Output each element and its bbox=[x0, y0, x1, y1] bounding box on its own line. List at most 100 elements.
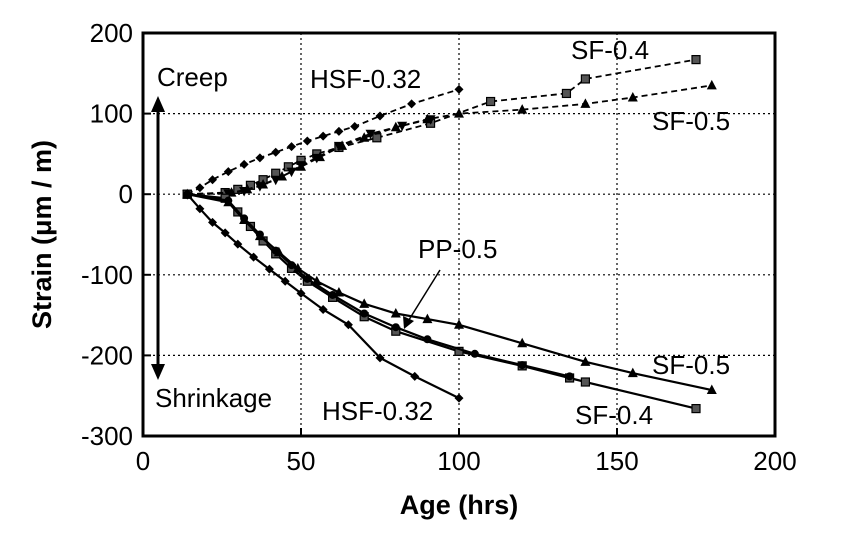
data-point bbox=[239, 214, 250, 224]
data-point bbox=[454, 346, 464, 356]
shrinkage-label: Shrinkage bbox=[155, 383, 272, 413]
data-point bbox=[375, 111, 385, 121]
data-point bbox=[318, 304, 328, 314]
x-axis-label: Age (hrs) bbox=[400, 490, 519, 520]
data-point bbox=[627, 91, 638, 102]
data-point bbox=[372, 133, 382, 143]
y-tick-label: 0 bbox=[119, 179, 133, 209]
data-point bbox=[580, 377, 591, 387]
data-point bbox=[264, 264, 274, 274]
series-creep-diamond bbox=[182, 84, 464, 199]
arrow-head-down bbox=[151, 364, 165, 380]
y-tick-label: -200 bbox=[81, 340, 133, 370]
hsf-creep-label: HSF-0.32 bbox=[310, 64, 421, 94]
series-layer bbox=[182, 54, 717, 414]
data-point bbox=[422, 113, 433, 124]
data-point bbox=[486, 96, 496, 107]
data-point bbox=[454, 319, 464, 329]
data-point bbox=[580, 74, 591, 84]
pp-pointer-head bbox=[403, 316, 414, 329]
data-point bbox=[580, 98, 591, 108]
plot-frame bbox=[141, 31, 777, 438]
data-point bbox=[565, 372, 574, 381]
x-tick-label: 50 bbox=[287, 446, 316, 476]
data-point bbox=[296, 288, 306, 298]
sf05-shrinkage-label: SF-0.5 bbox=[652, 350, 730, 380]
data-point bbox=[422, 313, 433, 324]
creep-label: Creep bbox=[157, 62, 228, 92]
data-point bbox=[249, 252, 259, 262]
data-point bbox=[182, 188, 193, 199]
series-line bbox=[186, 193, 460, 400]
data-point bbox=[239, 159, 249, 169]
data-point bbox=[311, 275, 322, 286]
series-creep-triangle bbox=[182, 79, 717, 199]
data-point bbox=[255, 153, 265, 163]
data-point bbox=[314, 151, 325, 162]
series-line bbox=[187, 84, 712, 196]
data-point bbox=[350, 121, 360, 131]
pp-pointer-line bbox=[406, 269, 441, 324]
data-point bbox=[292, 262, 303, 273]
data-point bbox=[258, 179, 269, 189]
data-point bbox=[233, 239, 243, 249]
series-creep-square bbox=[182, 54, 701, 199]
data-point bbox=[208, 217, 218, 227]
data-point bbox=[454, 84, 464, 94]
series-line bbox=[186, 88, 460, 196]
hsf-shrinkage-label: HSF-0.32 bbox=[322, 396, 433, 426]
data-point bbox=[273, 246, 284, 257]
y-axis-label: Strain (μm / m) bbox=[27, 140, 57, 329]
data-point bbox=[580, 356, 591, 366]
data-point bbox=[390, 307, 401, 318]
data-point bbox=[334, 126, 344, 136]
data-point bbox=[517, 337, 528, 348]
data-point bbox=[360, 309, 369, 318]
pp-label: PP-0.5 bbox=[418, 234, 498, 264]
series-line bbox=[186, 193, 713, 392]
data-point bbox=[287, 261, 296, 270]
data-point bbox=[706, 79, 717, 90]
data-point bbox=[302, 136, 312, 146]
data-point bbox=[454, 393, 464, 403]
data-point bbox=[691, 54, 701, 65]
y-tick-label: 200 bbox=[90, 18, 133, 48]
data-point bbox=[365, 129, 376, 140]
y-tick-label: -100 bbox=[81, 260, 133, 290]
y-tick-label: 100 bbox=[90, 99, 133, 129]
data-point bbox=[333, 287, 344, 297]
y-tick-label: -300 bbox=[81, 421, 133, 451]
arrow-head-up bbox=[151, 96, 165, 112]
creep-shrinkage-arrow bbox=[151, 96, 165, 380]
data-point bbox=[223, 167, 233, 177]
data-point bbox=[359, 298, 370, 308]
data-point bbox=[223, 196, 234, 207]
data-point bbox=[518, 361, 527, 370]
sf05-creep-label: SF-0.5 bbox=[652, 106, 730, 136]
data-point bbox=[195, 204, 205, 214]
data-point bbox=[627, 367, 638, 378]
data-point bbox=[242, 183, 253, 194]
sf04-shrinkage-label: SF-0.4 bbox=[575, 400, 653, 430]
data-point bbox=[561, 88, 572, 99]
data-point bbox=[375, 353, 385, 363]
series-line bbox=[187, 58, 697, 196]
data-point bbox=[706, 384, 717, 395]
x-tick-label: 200 bbox=[753, 446, 796, 476]
data-point bbox=[343, 320, 353, 330]
data-point bbox=[318, 131, 328, 141]
series-line bbox=[187, 193, 697, 410]
sf04-creep-label: SF-0.4 bbox=[571, 35, 649, 65]
data-point bbox=[407, 99, 417, 109]
series-shrinkage-diamond bbox=[182, 189, 464, 403]
data-point bbox=[397, 121, 408, 132]
data-point bbox=[517, 104, 528, 114]
x-tick-label: 100 bbox=[437, 446, 480, 476]
tick-labels: 0 50 100 150 200 -300 -200 -100 0 100 200 bbox=[81, 18, 797, 476]
data-point bbox=[328, 290, 337, 299]
data-point bbox=[337, 140, 348, 150]
data-point bbox=[271, 147, 281, 157]
data-point bbox=[391, 323, 400, 332]
